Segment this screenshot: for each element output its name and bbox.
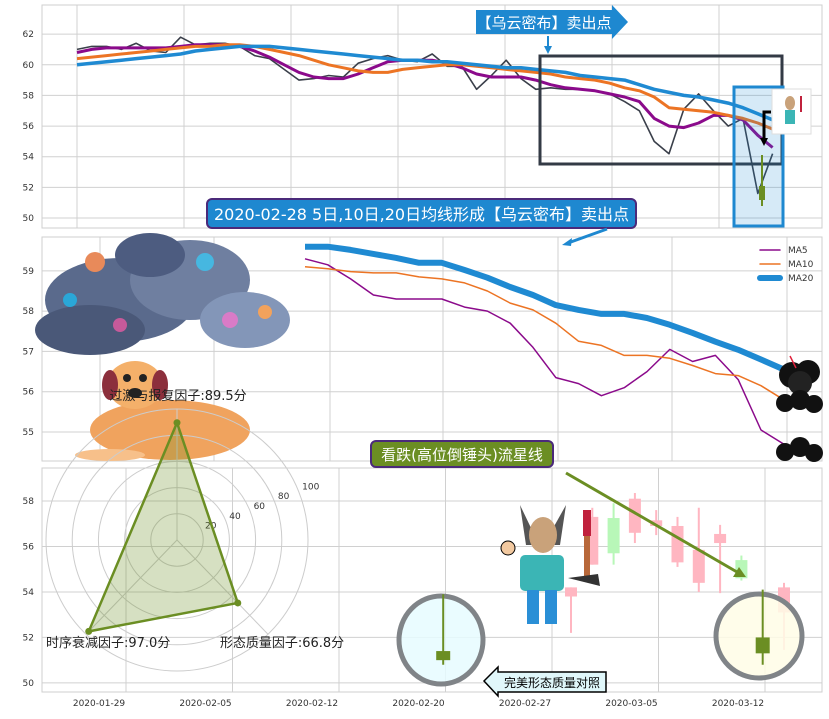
y-tick-label: 58 bbox=[23, 497, 35, 507]
price-panel: 50 52 54 56 58 60 62 bbox=[23, 4, 823, 229]
y-tick-label: 52 bbox=[23, 183, 34, 193]
radar-spoke bbox=[176, 539, 269, 635]
x-tick-label: 2020-03-05 bbox=[605, 699, 657, 709]
series-line-ma20 bbox=[305, 243, 786, 373]
y-tick-label: 50 bbox=[23, 679, 35, 689]
candle-body bbox=[671, 525, 684, 563]
black-cloud-icons bbox=[776, 355, 823, 462]
radar-point bbox=[173, 419, 181, 427]
legend-label: MA20 bbox=[788, 274, 814, 284]
worker-dog-illustration bbox=[500, 505, 600, 624]
y-tick-label: 62 bbox=[23, 30, 34, 40]
radar-axis-label: 时序衰减因子:97.0分 bbox=[46, 635, 170, 651]
radar-tick-label: 60 bbox=[254, 502, 266, 512]
candle-body bbox=[628, 498, 641, 533]
top-callout-text: 【乌云密布】卖出点 bbox=[476, 14, 611, 32]
legend-label: MA10 bbox=[788, 260, 814, 270]
radar-point bbox=[234, 599, 242, 607]
compare-callout-text: 完美形态质量对照 bbox=[504, 675, 600, 690]
compare-circles bbox=[396, 591, 805, 687]
radar-spoke bbox=[85, 539, 178, 635]
down-arrow-icon bbox=[762, 110, 771, 140]
arrow-head-icon bbox=[760, 138, 768, 146]
y-tick-label: 56 bbox=[23, 388, 35, 398]
y-tick-label: 56 bbox=[23, 542, 35, 552]
radar-axis-label: 过激与报复因子:89.5分 bbox=[109, 389, 246, 404]
candle-body bbox=[714, 533, 727, 544]
legend-label: MA5 bbox=[788, 246, 808, 256]
y-tick-label: 58 bbox=[23, 91, 35, 101]
pattern-callout-text: 看跌(高位倒锤头)流星线 bbox=[381, 446, 543, 464]
y-tick-label: 59 bbox=[23, 267, 35, 277]
y-tick-label: 54 bbox=[23, 588, 35, 598]
candle-body bbox=[436, 651, 451, 661]
candle-body bbox=[565, 587, 577, 597]
radar-axis-label: 形态质量因子:66.8分 bbox=[220, 636, 344, 651]
main-callout-text: 2020-02-28 5日,10日,20日均线形成【乌云密布】卖出点 bbox=[214, 205, 629, 224]
x-tick-label: 2020-03-12 bbox=[712, 699, 764, 709]
y-tick-label: 55 bbox=[23, 428, 34, 438]
y-tick-label: 52 bbox=[23, 633, 34, 643]
main-callout: 2020-02-28 5日,10日,20日均线形成【乌云密布】卖出点 bbox=[206, 198, 637, 246]
candle-body bbox=[755, 637, 770, 654]
y-tick-label: 50 bbox=[23, 214, 35, 224]
y-tick-label: 58 bbox=[23, 307, 35, 317]
radar-area bbox=[86, 419, 240, 634]
radar-tick-label: 80 bbox=[278, 492, 290, 502]
y-tick-label: 56 bbox=[23, 122, 35, 132]
circled-candles bbox=[436, 589, 770, 665]
x-tick-label: 2020-02-05 bbox=[179, 699, 231, 709]
worker-dog-thumbnail bbox=[771, 88, 812, 135]
pattern-callout: 看跌(高位倒锤头)流星线 bbox=[370, 440, 746, 577]
x-tick-label: 2020-02-12 bbox=[286, 699, 338, 709]
storm-cloud-illustration bbox=[35, 233, 290, 355]
x-tick-label: 2020-02-20 bbox=[392, 699, 445, 709]
x-tick-label: 2020-02-27 bbox=[499, 699, 551, 709]
signal-candle bbox=[759, 155, 765, 206]
radar-point bbox=[85, 627, 93, 635]
top-callout: 【乌云密布】卖出点 bbox=[476, 5, 628, 54]
candle-body bbox=[650, 520, 663, 526]
y-tick-label: 60 bbox=[23, 61, 35, 71]
candle-body bbox=[692, 549, 705, 583]
y-tick-label: 54 bbox=[23, 153, 35, 163]
series-line-ma10 bbox=[304, 266, 785, 401]
dog-illustration bbox=[75, 361, 250, 461]
radar-tick-label: 100 bbox=[302, 482, 319, 492]
x-tick-label: 2020-01-29 bbox=[73, 699, 126, 709]
series-line-ma5 bbox=[304, 258, 785, 445]
compare-callout: 完美形态质量对照 bbox=[482, 665, 607, 698]
plot-frame bbox=[41, 4, 823, 229]
series-line-ma10 bbox=[76, 43, 774, 131]
candle-body bbox=[607, 518, 620, 554]
series-line-close bbox=[76, 36, 774, 195]
series-line-ma20 bbox=[76, 44, 774, 122]
radar-tick-label: 40 bbox=[229, 512, 241, 522]
y-tick-label: 57 bbox=[23, 347, 34, 357]
